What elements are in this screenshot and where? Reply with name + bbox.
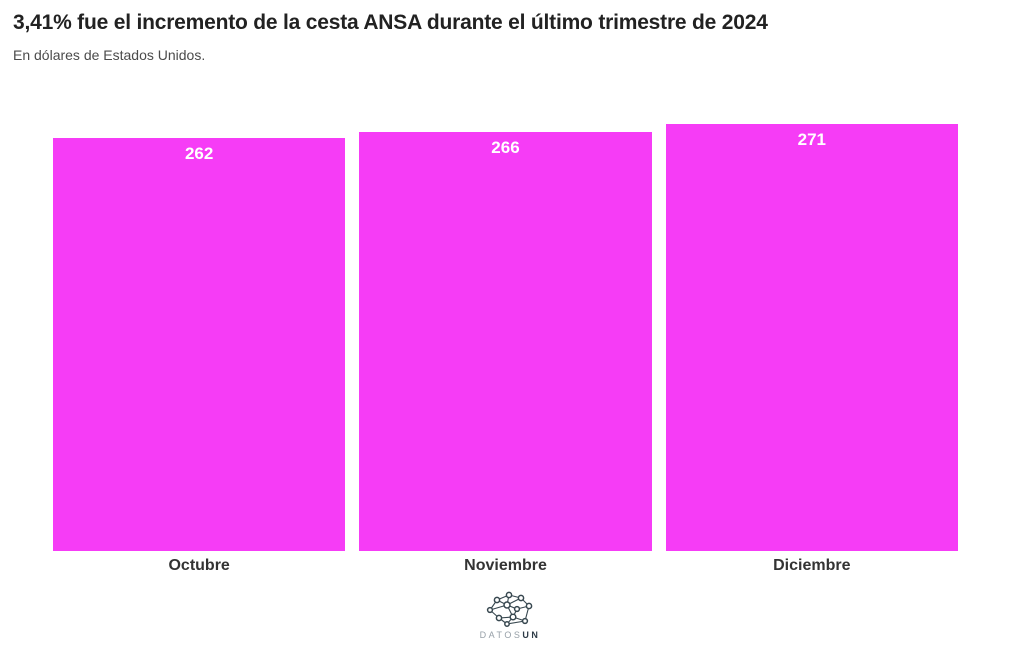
- bar-value-label: 266: [491, 138, 520, 157]
- category-label-octubre: Octubre: [168, 557, 230, 574]
- bar-value-label: 271: [797, 130, 826, 149]
- chart-subtitle: En dólares de Estados Unidos.: [13, 47, 206, 63]
- bar-octubre: 262: [53, 138, 346, 551]
- datosun-network-graph-icon: [486, 591, 533, 627]
- footer: DATOSUN: [0, 590, 1020, 640]
- chart-title: 3,41% fue el incremento de la cesta ANSA…: [13, 11, 768, 34]
- bar-chart-plot-area: 262 266 271: [53, 124, 958, 551]
- category-axis: Octubre Noviembre Diciembre: [53, 557, 958, 575]
- datosun-logo-wordmark: DATOSUN: [480, 630, 541, 640]
- bar-noviembre: 266: [359, 132, 652, 551]
- logo-text-bold: UN: [522, 630, 541, 640]
- category-label-diciembre: Diciembre: [773, 557, 851, 574]
- bar-diciembre: 271: [665, 124, 958, 551]
- category-label-noviembre: Noviembre: [464, 557, 547, 574]
- logo-text-light: DATOS: [479, 630, 523, 640]
- bar-value-label: 262: [184, 144, 214, 163]
